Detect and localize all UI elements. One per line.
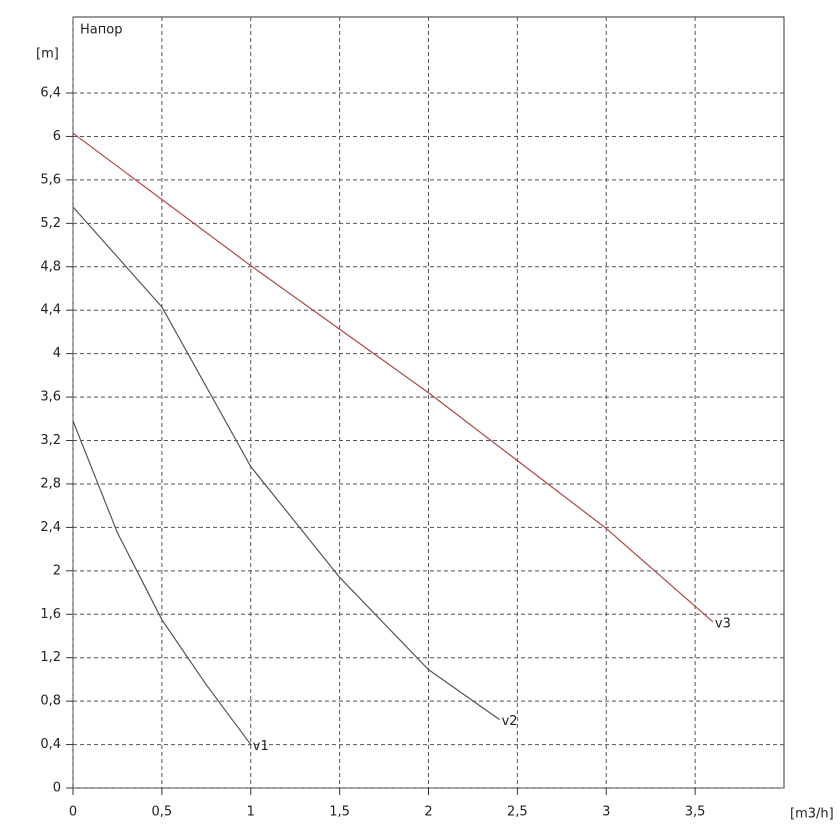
series-label: v1 [253,739,269,754]
curve [72,132,714,623]
series-label: v3 [715,616,731,631]
y-tick-label: 3,2 [40,433,61,448]
x-tick-label: 0,5 [152,805,173,820]
y-tick-label: 1,6 [40,607,61,622]
x-tick-label: 2,5 [507,805,528,820]
y-tick-label: 3,6 [40,390,61,405]
x-tick-label: 0 [69,805,77,820]
x-tick-label: 1,5 [329,805,350,820]
y-tick-label: 0,4 [40,737,61,752]
y-tick-label: 4 [53,346,61,361]
series-label: v2 [502,714,518,729]
y-tick-label: 2,4 [40,520,61,535]
y-tick-label: 4,4 [40,303,61,318]
y-tick-label: 6,4 [40,86,61,101]
chart-title: Напор [80,23,122,38]
y-tick-label: 6 [53,129,61,144]
y-tick-label: 2 [53,563,61,578]
y-tick-label: 0 [53,781,61,796]
curve [72,420,252,745]
y-tick-label: 2,8 [40,476,61,491]
x-tick-label: 3 [602,805,610,820]
y-tick-label: 1,2 [40,650,61,665]
y-tick-label: 4,8 [40,259,61,274]
x-tick-label: 2 [424,805,432,820]
curve [72,206,500,721]
y-tick-label: 5,6 [40,172,61,187]
y-tick-label: 5,2 [40,216,61,231]
x-axis-label: [m3/h] [790,807,834,822]
x-tick-label: 3,5 [685,805,706,820]
x-tick-label: 1 [247,805,255,820]
y-axis-label: [m] [36,47,59,62]
y-tick-label: 0,8 [40,694,61,709]
